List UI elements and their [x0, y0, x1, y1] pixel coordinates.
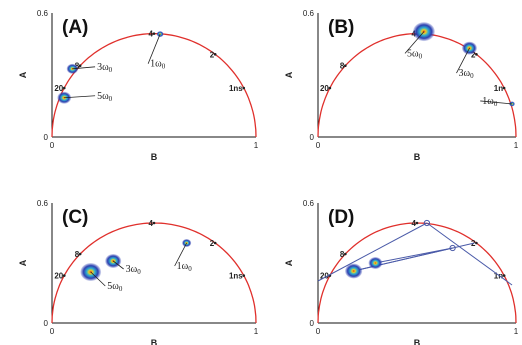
- lifetime-label: 1n: [494, 84, 503, 93]
- x-tick-label: 1: [254, 327, 259, 336]
- lifetime-label: 2: [471, 50, 476, 59]
- lifetime-tick: [502, 86, 506, 90]
- y-tick-label: 0.6: [303, 9, 315, 18]
- lifetime-tick: [152, 32, 156, 35]
- x-axis-label: B: [414, 338, 421, 345]
- lifetime-label: 20: [320, 272, 329, 281]
- y-tick-label: 0.6: [303, 199, 315, 208]
- lifetime-tick: [415, 221, 419, 225]
- y-tick-label: 0: [44, 319, 49, 328]
- lifetime-label: 1n: [494, 272, 503, 281]
- cluster-label: 5ω0: [97, 91, 113, 103]
- cluster-leader-line: [112, 260, 124, 270]
- y-tick-label: 0: [310, 319, 315, 328]
- cluster-label: 1ω0: [177, 261, 193, 273]
- lifetime-label: 20: [54, 84, 63, 93]
- lifetime-label: 4: [149, 219, 154, 228]
- x-axis-label: B: [151, 152, 158, 162]
- y-tick-label: 0: [310, 133, 315, 142]
- y-tick-label: 0.6: [37, 199, 49, 208]
- cluster-leader-line: [147, 33, 161, 64]
- lifetime-tick: [242, 274, 246, 277]
- lifetime-tick: [502, 274, 506, 277]
- lifetime-tick: [152, 221, 156, 225]
- x-tick-label: 1: [514, 141, 519, 150]
- lifetime-tick: [328, 86, 332, 90]
- y-axis-label: A: [18, 259, 28, 266]
- y-tick-label: 0.6: [37, 9, 49, 18]
- lifetime-tick: [475, 53, 478, 56]
- cluster-leader-line: [480, 100, 513, 105]
- x-axis-label: B: [414, 152, 421, 162]
- lifetime-tick: [344, 252, 347, 256]
- lifetime-tick: [78, 64, 82, 67]
- y-axis-label: A: [284, 259, 294, 266]
- panel-label: (D): [328, 207, 354, 228]
- x-tick-label: 0: [316, 141, 321, 150]
- lifetime-label: 8: [340, 250, 345, 259]
- connector-line: [375, 247, 453, 264]
- cluster-label: 3ω0: [458, 68, 474, 80]
- connector-line: [317, 222, 428, 282]
- panel-label: (C): [62, 207, 88, 228]
- x-tick-label: 1: [514, 327, 519, 336]
- lifetime-label: 4: [412, 219, 417, 228]
- lifetime-tick: [78, 252, 82, 256]
- cluster-label: 1ω0: [482, 96, 498, 108]
- lifetime-label: 20: [54, 272, 63, 281]
- y-axis-label: A: [284, 71, 294, 78]
- panel-label: (B): [328, 17, 354, 38]
- lifetime-tick: [213, 53, 217, 56]
- cluster-leader-line: [404, 31, 425, 54]
- cluster-label: 5ω0: [107, 281, 123, 293]
- lifetime-label: 4: [149, 30, 154, 39]
- lifetime-label: 1ns: [229, 84, 243, 93]
- phasor-cluster: [368, 257, 383, 269]
- panel-label: (A): [62, 17, 88, 38]
- phasor-cluster: [345, 263, 363, 279]
- cluster-leader-line: [64, 95, 96, 99]
- cluster-label: 5ω0: [407, 48, 423, 60]
- y-axis-label: A: [18, 71, 28, 78]
- marker-point: [423, 219, 430, 227]
- x-tick-label: 0: [316, 327, 321, 336]
- cluster-label: 3ω0: [126, 264, 142, 276]
- lifetime-tick: [62, 86, 66, 90]
- x-tick-label: 0: [50, 327, 55, 336]
- x-axis-label: B: [151, 338, 158, 345]
- lifetime-label: 1ns: [229, 272, 243, 281]
- marker-point: [449, 244, 456, 252]
- phasor-cluster: [413, 22, 435, 42]
- lifetime-label: 8: [340, 62, 345, 71]
- cluster-leader-line: [90, 271, 106, 287]
- x-tick-label: 1: [254, 141, 259, 150]
- cluster-label: 1ω0: [150, 59, 166, 71]
- connector-line: [426, 222, 513, 286]
- lifetime-label: 20: [320, 84, 329, 93]
- cluster-leader-line: [174, 242, 187, 267]
- lifetime-label: 2: [210, 50, 215, 59]
- y-tick-label: 0: [44, 133, 49, 142]
- lifetime-label: 8: [75, 250, 80, 259]
- cluster-label: 3ω0: [97, 62, 113, 74]
- lifetime-tick: [242, 86, 246, 90]
- lifetime-tick: [213, 241, 217, 245]
- lifetime-tick: [475, 241, 478, 245]
- lifetime-tick: [344, 64, 347, 67]
- cluster-leader-line: [72, 66, 96, 70]
- lifetime-tick: [62, 274, 66, 277]
- cluster-leader-line: [456, 47, 470, 74]
- x-tick-label: 0: [50, 141, 55, 150]
- lifetime-label: 2: [210, 239, 215, 248]
